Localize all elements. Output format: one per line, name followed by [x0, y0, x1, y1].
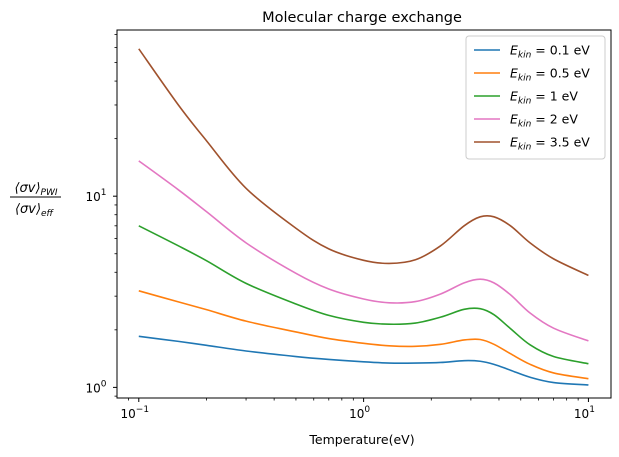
svg-text:⟨σv⟩PWI: ⟨σv⟩PWI: [14, 181, 57, 198]
series-line-ekin-1: [138, 225, 589, 365]
y-label-numerator-sub: PWI: [41, 188, 58, 198]
legend-entry: Ekin = 2 eV: [510, 112, 578, 130]
y-tick-label: 100: [85, 379, 106, 395]
legend-entry: Ekin = 1 eV: [510, 89, 578, 107]
x-tick-exponent: −1: [136, 405, 149, 415]
x-tick-base: 10: [574, 407, 589, 421]
y-tick-label: 101: [85, 188, 106, 204]
x-axis-label: Temperature(eV): [308, 432, 414, 447]
legend-entry: Ekin = 0.5 eV: [510, 66, 590, 84]
legend-entry: Ekin = 3.5 eV: [510, 135, 590, 153]
y-label-denominator: ⟨σv⟩: [15, 202, 41, 217]
y-tick-exponent: 0: [101, 379, 107, 389]
series-line-ekin-0_1: [138, 335, 589, 386]
y-label-denominator-sub: eff: [41, 209, 55, 219]
x-tick-label: 100: [349, 405, 370, 421]
series-line-ekin-3_5: [138, 48, 589, 277]
y-tick-base: 10: [85, 190, 100, 204]
x-tick-label: 10−1: [121, 405, 150, 421]
series-lines: [138, 48, 589, 386]
series-line-ekin-2: [138, 160, 589, 342]
legend: Ekin = 0.1 eV Ekin = 0.5 eV Ekin = 1 eV Eki…: [465, 35, 606, 160]
x-tick-base: 10: [121, 407, 136, 421]
y-tick-exponent: 1: [101, 188, 107, 198]
y-tick-base: 10: [85, 381, 100, 395]
y-axis-label: ⟨σv⟩PWI ⟨σv⟩eff: [10, 181, 61, 219]
x-tick-exponent: 1: [589, 405, 595, 415]
series-line-ekin-0_5: [138, 290, 589, 380]
legend-box: [465, 35, 606, 160]
plot-frame: [116, 29, 612, 399]
x-tick-exponent: 0: [364, 405, 370, 415]
svg-text:⟨σv⟩eff: ⟨σv⟩eff: [15, 202, 55, 219]
x-tick-label: 101: [574, 405, 595, 421]
x-tick-base: 10: [349, 407, 364, 421]
y-label-numerator: ⟨σv⟩: [14, 181, 40, 196]
chart-title: Molecular charge exchange: [262, 10, 462, 26]
legend-entry: Ekin = 0.1 eV: [510, 43, 590, 61]
